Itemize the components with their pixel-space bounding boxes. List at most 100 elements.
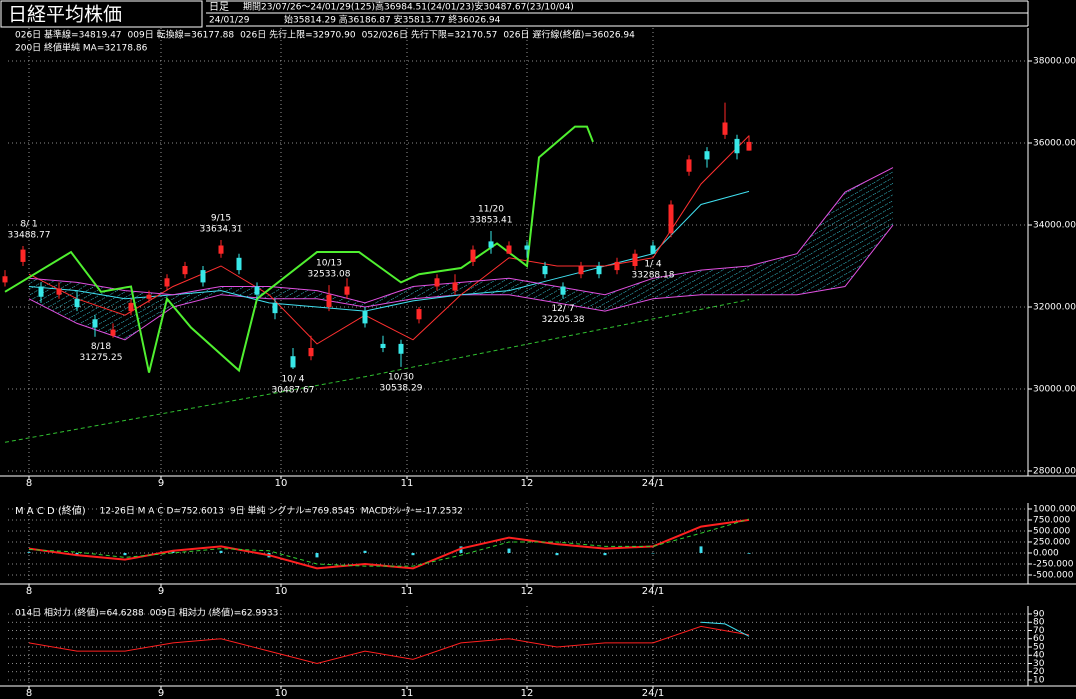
histogram-bar <box>699 546 703 553</box>
candle-body <box>2 276 8 283</box>
candle-body <box>488 241 494 248</box>
legend-entry: 052/026日 先行下限=32170.57 <box>362 29 498 41</box>
annotation-date: 11/20 <box>478 205 504 215</box>
candle-body <box>452 282 458 291</box>
y-tick-label: 30000.00 <box>1033 384 1076 394</box>
x-tick-label: 24/1 <box>642 688 664 699</box>
histogram-bar <box>651 552 655 554</box>
candle-body <box>200 270 206 283</box>
x-tick-label: 9 <box>158 586 164 597</box>
x-tick-label: 11 <box>401 688 414 699</box>
candle-body <box>164 278 170 287</box>
x-tick-label: 11 <box>401 478 414 489</box>
ohlc-info: 始35814.29 高36186.87 安35813.77 終36026.94 <box>284 14 501 26</box>
y-tick-label: 32000.00 <box>1033 303 1076 313</box>
y-tick-label: 36000.00 <box>1033 139 1076 149</box>
histogram-bar <box>219 550 223 553</box>
candle-body <box>542 266 548 275</box>
y-tick-label: 90 <box>1033 610 1045 620</box>
y-tick-label: -500.000 <box>1033 570 1074 580</box>
y-tick-label: 750.000 <box>1033 515 1070 525</box>
candle-body <box>506 245 512 254</box>
annotation-date: 10/ 4 <box>281 375 304 385</box>
candle-body <box>236 257 242 271</box>
candle-body <box>128 302 134 312</box>
series-line <box>4 125 594 373</box>
candle-body <box>290 356 296 368</box>
y-tick-label: 40 <box>1033 651 1045 661</box>
y-tick-label: 500.000 <box>1033 526 1070 536</box>
y-tick-label: 250.000 <box>1033 537 1070 547</box>
candle-body <box>560 286 566 295</box>
annotation-value: 33488.77 <box>8 230 51 240</box>
legend-entry: 014日 相対力 (終値)=64.6288 <box>15 607 144 619</box>
candle-body <box>182 266 188 275</box>
candle-body <box>74 298 80 308</box>
histogram-bar <box>363 550 367 553</box>
candle-body <box>110 329 116 336</box>
annotation-value: 33288.18 <box>632 271 675 281</box>
legend-entry: 026日 先行上限=32970.90 <box>240 29 356 41</box>
annotation-value: 33853.41 <box>470 216 513 226</box>
candle-body <box>326 294 332 308</box>
x-tick-label: 12 <box>521 688 534 699</box>
annotation-value: 32205.38 <box>542 315 585 325</box>
y-tick-label: -250.000 <box>1033 559 1074 569</box>
candle-body <box>524 245 530 250</box>
candle-body <box>704 151 710 160</box>
candle-body <box>308 348 314 357</box>
legend-entry: 009日 転換線=36177.88 <box>128 29 235 41</box>
candle-body <box>650 245 656 254</box>
legend-entry: 026日 基準線=34819.47 <box>15 29 122 41</box>
y-tick-label: 10 <box>1033 675 1045 685</box>
x-tick-label: 8 <box>26 586 32 597</box>
x-tick-label: 10 <box>275 478 288 489</box>
histogram-bar <box>315 552 319 558</box>
title-box <box>0 0 203 28</box>
y-tick-label: 28000.00 <box>1033 466 1076 476</box>
candle-body <box>686 159 692 172</box>
x-tick-label: 12 <box>521 478 534 489</box>
legend-entry: 12-26日 M A C D=752.6013 <box>100 506 224 517</box>
candle-body <box>668 204 674 234</box>
candle-body <box>722 122 728 135</box>
histogram-bar <box>603 552 607 556</box>
candle-body <box>614 261 620 271</box>
candle-body <box>416 309 422 320</box>
annotation-date: 8/ 1 <box>20 219 37 229</box>
candle-body <box>470 249 476 262</box>
x-tick-label: 24/1 <box>642 478 664 489</box>
candle-body <box>20 249 26 262</box>
y-tick-label: 30 <box>1033 659 1045 669</box>
series-line <box>4 299 750 443</box>
candle-body <box>254 286 260 295</box>
period-type: 日足 <box>209 1 229 13</box>
x-tick-label: 10 <box>275 688 288 699</box>
histogram-bar <box>555 552 559 556</box>
annotation-date: 12/ 7 <box>551 304 574 314</box>
histogram-bar <box>411 552 415 556</box>
legend-entry: MACDｵｼﾚｰﾀｰ=-17.2532 <box>361 506 463 517</box>
panel-title: M A C D (終値) <box>15 504 86 517</box>
chart-title: 日経平均株価 <box>8 4 122 26</box>
candle-body <box>734 138 740 154</box>
candle-body <box>578 266 584 275</box>
x-tick-label: 9 <box>158 688 164 699</box>
x-tick-label: 9 <box>158 478 164 489</box>
candle-body <box>746 141 752 151</box>
y-tick-label: 80 <box>1033 618 1045 628</box>
x-tick-label: 8 <box>26 688 32 699</box>
annotation-value: 30487.67 <box>272 386 315 396</box>
annotation-value: 30538.29 <box>380 383 423 393</box>
current-date: 24/01/29 <box>209 16 250 26</box>
annotation-date: 9/15 <box>211 213 231 223</box>
x-tick-label: 12 <box>521 586 534 597</box>
candle-body <box>146 294 152 299</box>
y-tick-label: 34000.00 <box>1033 221 1076 231</box>
y-tick-label: 50 <box>1033 642 1045 652</box>
candle-body <box>380 343 386 348</box>
histogram-bar <box>171 550 175 553</box>
